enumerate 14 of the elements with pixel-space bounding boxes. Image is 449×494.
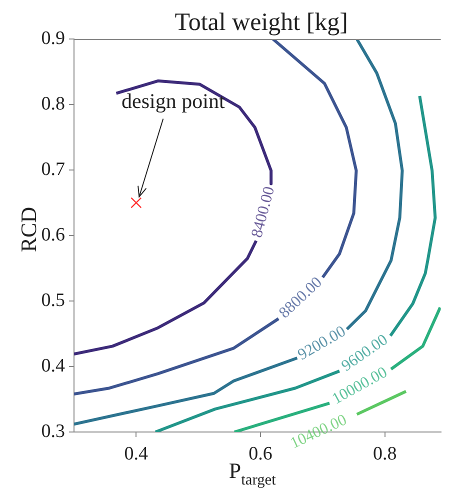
x-tick-label: 0.4: [124, 443, 149, 464]
y-tick-label: 0.5: [41, 290, 65, 311]
y-tick-label: 0.7: [41, 158, 65, 180]
y-tick-label: 0.9: [41, 28, 65, 49]
text: 8400.00: [248, 184, 278, 240]
y-tick-label: 0.8: [41, 93, 65, 114]
y-axis-title: RCD: [16, 206, 41, 252]
y-tick-label: 0.6: [41, 224, 65, 246]
x-tick-label: 0.6: [248, 443, 272, 464]
x-tick-label: 0.8: [372, 443, 397, 464]
y-tick-label: 0.4: [41, 355, 66, 376]
y-tick-label: 0.3: [41, 420, 65, 442]
annotation: design point: [122, 88, 225, 113]
chart-title: Total weight [kg]: [174, 9, 348, 36]
